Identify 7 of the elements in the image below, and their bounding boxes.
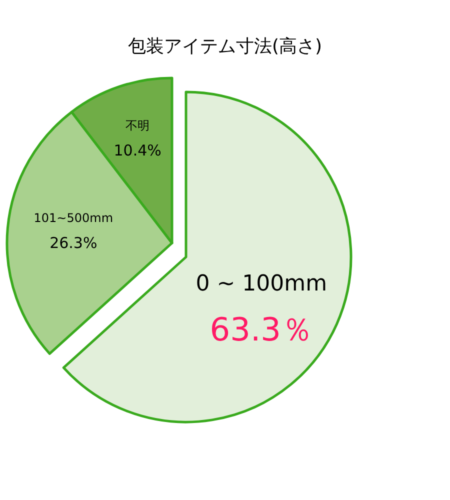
chart-title: 包装アイテム寸法(高さ) <box>128 36 322 57</box>
data-label: 10.4% <box>114 141 162 160</box>
data-label: 63.3％ <box>210 310 314 348</box>
slice-label: 不明 <box>126 118 150 132</box>
slice-label: 101~500mm <box>34 210 114 225</box>
slice-label: 0 ~ 100mm <box>196 271 328 296</box>
data-label: 26.3% <box>50 234 98 252</box>
